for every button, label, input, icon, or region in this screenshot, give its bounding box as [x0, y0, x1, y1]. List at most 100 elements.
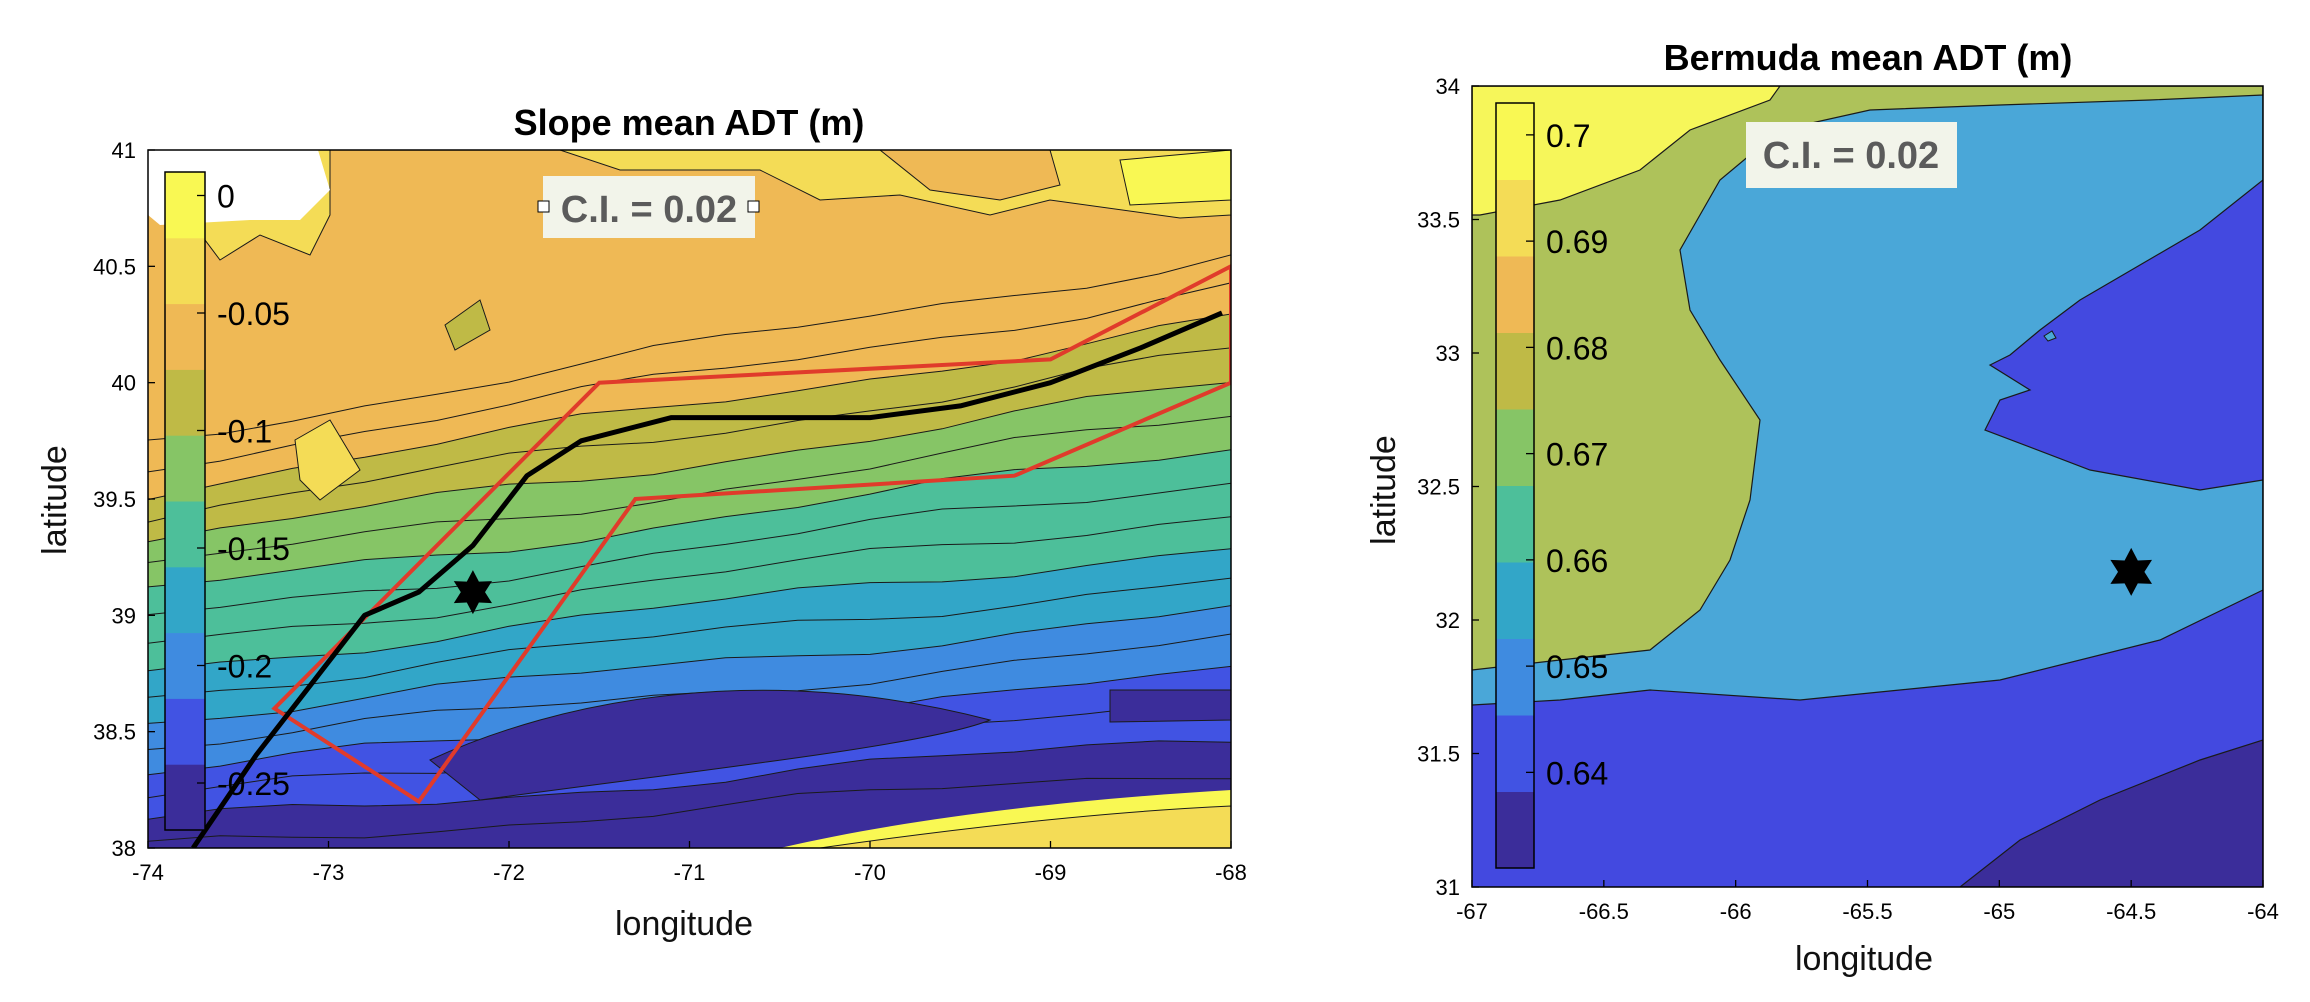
slope-y-tick-label: 38.5 [93, 720, 136, 745]
slope-y-ticks: 38 38.5 39 39.5 40 40.5 41 [93, 138, 155, 861]
bermuda-y-tick-label: 34 [1436, 74, 1460, 99]
bermuda-chart: Bermuda mean ADT (m) -67 -66.5 -66 -65.5 -65… [1365, 37, 2279, 978]
bermuda-colorbar-swatch [1496, 409, 1534, 486]
bermuda-x-ticks: -67 -66.5 -66 -65.5 -65 -64.5 -64 [1456, 880, 2279, 924]
slope-colorbar: 0 -0.05 -0.1 -0.15 -0.2 -0.25 [164, 171, 290, 831]
slope-colorbar-tick-label: -0.15 [217, 531, 290, 567]
bermuda-overlays [2110, 547, 2152, 596]
slope-x-tick-label: -73 [313, 860, 345, 885]
slope-x-tick-label: -72 [493, 860, 525, 885]
slope-colorbar-swatch [165, 566, 205, 634]
bermuda-colorbar-tick-label: 0.64 [1546, 755, 1608, 791]
bermuda-contour-field [1472, 86, 2263, 887]
bermuda-y-ticks: 31 31.5 32 32.5 33 33.5 34 [1417, 74, 1479, 900]
slope-x-ticks: -74 -73 -72 -71 -70 -69 -68 [132, 841, 1247, 885]
slope-colorbar-frame [164, 171, 206, 831]
bermuda-colorbar-swatch [1496, 332, 1534, 410]
slope-contour-field [148, 150, 1231, 848]
bermuda-x-tick-label: -65 [1983, 899, 2015, 924]
slope-x-tick-label: -68 [1215, 860, 1247, 885]
slope-colorbar-swatch [165, 764, 205, 831]
bermuda-y-tick-label: 32 [1436, 608, 1460, 633]
bermuda-x-tick-label: -67 [1456, 899, 1488, 924]
slope-y-tick-label: 38 [112, 836, 136, 861]
bermuda-station-marker [2110, 547, 2152, 596]
slope-overlays [191, 264, 1231, 848]
bermuda-colorbar-swatch [1496, 485, 1534, 563]
bermuda-band-070 [1472, 86, 1781, 216]
bermuda-colorbar-swatch [1496, 256, 1534, 333]
bermuda-colorbar-tick-label: 0.65 [1546, 649, 1608, 685]
bermuda-ci-annotation: C.I. = 0.02 [1746, 122, 1957, 188]
bermuda-colorbar-swatch [1496, 638, 1534, 716]
slope-deep-minimum [429, 689, 992, 801]
slope-southeast-band [819, 805, 1231, 848]
bermuda-colorbar-tick-label: 0.7 [1546, 118, 1590, 154]
bermuda-colorbar-swatch [1496, 179, 1534, 257]
slope-north-patch [1119, 150, 1231, 206]
slope-ci-label: C.I. = 0.02 [561, 189, 737, 231]
slope-colorbar-tick-label: -0.25 [217, 766, 290, 802]
slope-small-patch [294, 419, 361, 501]
bermuda-band-062 [1959, 739, 2263, 887]
bermuda-x-tick-label: -66 [1720, 899, 1752, 924]
slope-chart-title: Slope mean ADT (m) [514, 102, 865, 143]
slope-y-tick-label: 40 [112, 371, 136, 396]
slope-colorbar-tick-label: -0.2 [217, 649, 272, 685]
slope-station-marker [453, 570, 492, 615]
slope-colorbar-swatch [165, 501, 205, 568]
bermuda-colorbar-swatch [1496, 715, 1534, 792]
bermuda-colorbar: 0.7 0.69 0.68 0.67 0.66 0.65 0.64 [1495, 102, 1608, 869]
slope-colorbar-swatch [165, 698, 205, 765]
slope-x-tick-label: -70 [854, 860, 886, 885]
slope-colorbar-tick-label: -0.05 [217, 296, 290, 332]
bermuda-colorbar-tick-label: 0.66 [1546, 543, 1608, 579]
slope-colorbar-swatch [165, 237, 205, 305]
bermuda-y-tick-label: 32.5 [1417, 475, 1460, 500]
slope-colorbar-swatch [165, 369, 205, 436]
slope-y-axis-label: latitude [36, 445, 74, 555]
slope-y-tick-label: 39.5 [93, 487, 136, 512]
slope-x-axis-label: longitude [615, 905, 753, 943]
slope-north-patch [559, 150, 1231, 219]
slope-region-polygon [271, 264, 1231, 805]
slope-colorbar-swatch [165, 303, 205, 370]
bermuda-ci-label: C.I. = 0.02 [1763, 135, 1939, 177]
slope-colorbar-tick-label: -0.1 [217, 414, 272, 450]
bermuda-colorbar-swatch [1496, 791, 1534, 869]
bermuda-x-tick-label: -64 [2247, 899, 2279, 924]
bermuda-x-tick-label: -66.5 [1579, 899, 1629, 924]
bermuda-colorbar-swatch [1496, 103, 1534, 180]
slope-colorbar-swatch [165, 435, 205, 502]
slope-chart: Slope mean ADT (m) -74 -73 -72 -71 -70 -69 -68… [36, 102, 1247, 943]
slope-y-tick-label: 39 [112, 603, 136, 628]
slope-colorbar-swatch [165, 172, 205, 239]
bermuda-small-contour [2043, 330, 2057, 342]
bermuda-y-tick-label: 31 [1436, 875, 1460, 900]
bermuda-y-axis-label: latitude [1365, 435, 1403, 545]
slope-ci-annotation: C.I. = 0.02 [537, 176, 760, 238]
bermuda-x-tick-label: -65.5 [1842, 899, 1892, 924]
bermuda-colorbar-tick-label: 0.69 [1546, 224, 1608, 260]
slope-north-patch [879, 150, 1061, 201]
bermuda-colorbar-swatch [1496, 562, 1534, 639]
slope-y-tick-label: 40.5 [93, 254, 136, 279]
bermuda-y-tick-label: 33 [1436, 341, 1460, 366]
slope-mean-track-line [191, 310, 1223, 848]
slope-x-tick-label: -74 [132, 860, 164, 885]
bermuda-y-tick-label: 31.5 [1417, 742, 1460, 767]
slope-y-tick-label: 41 [112, 138, 136, 163]
slope-x-tick-label: -69 [1035, 860, 1067, 885]
bermuda-colorbar-frame [1495, 102, 1535, 869]
bermuda-colorbar-tick-label: 0.68 [1546, 330, 1608, 366]
slope-deep-minimum-east [1109, 689, 1231, 723]
bermuda-band-068 [1472, 86, 2263, 671]
bermuda-x-axis-label: longitude [1795, 940, 1933, 978]
slope-colorbar-tick-label: 0 [217, 179, 235, 215]
bermuda-colorbar-tick-label: 0.67 [1546, 437, 1608, 473]
bermuda-x-tick-label: -64.5 [2106, 899, 2156, 924]
slope-x-tick-label: -71 [674, 860, 706, 885]
bermuda-y-tick-label: 33.5 [1417, 208, 1460, 233]
bermuda-chart-title: Bermuda mean ADT (m) [1664, 37, 2073, 78]
